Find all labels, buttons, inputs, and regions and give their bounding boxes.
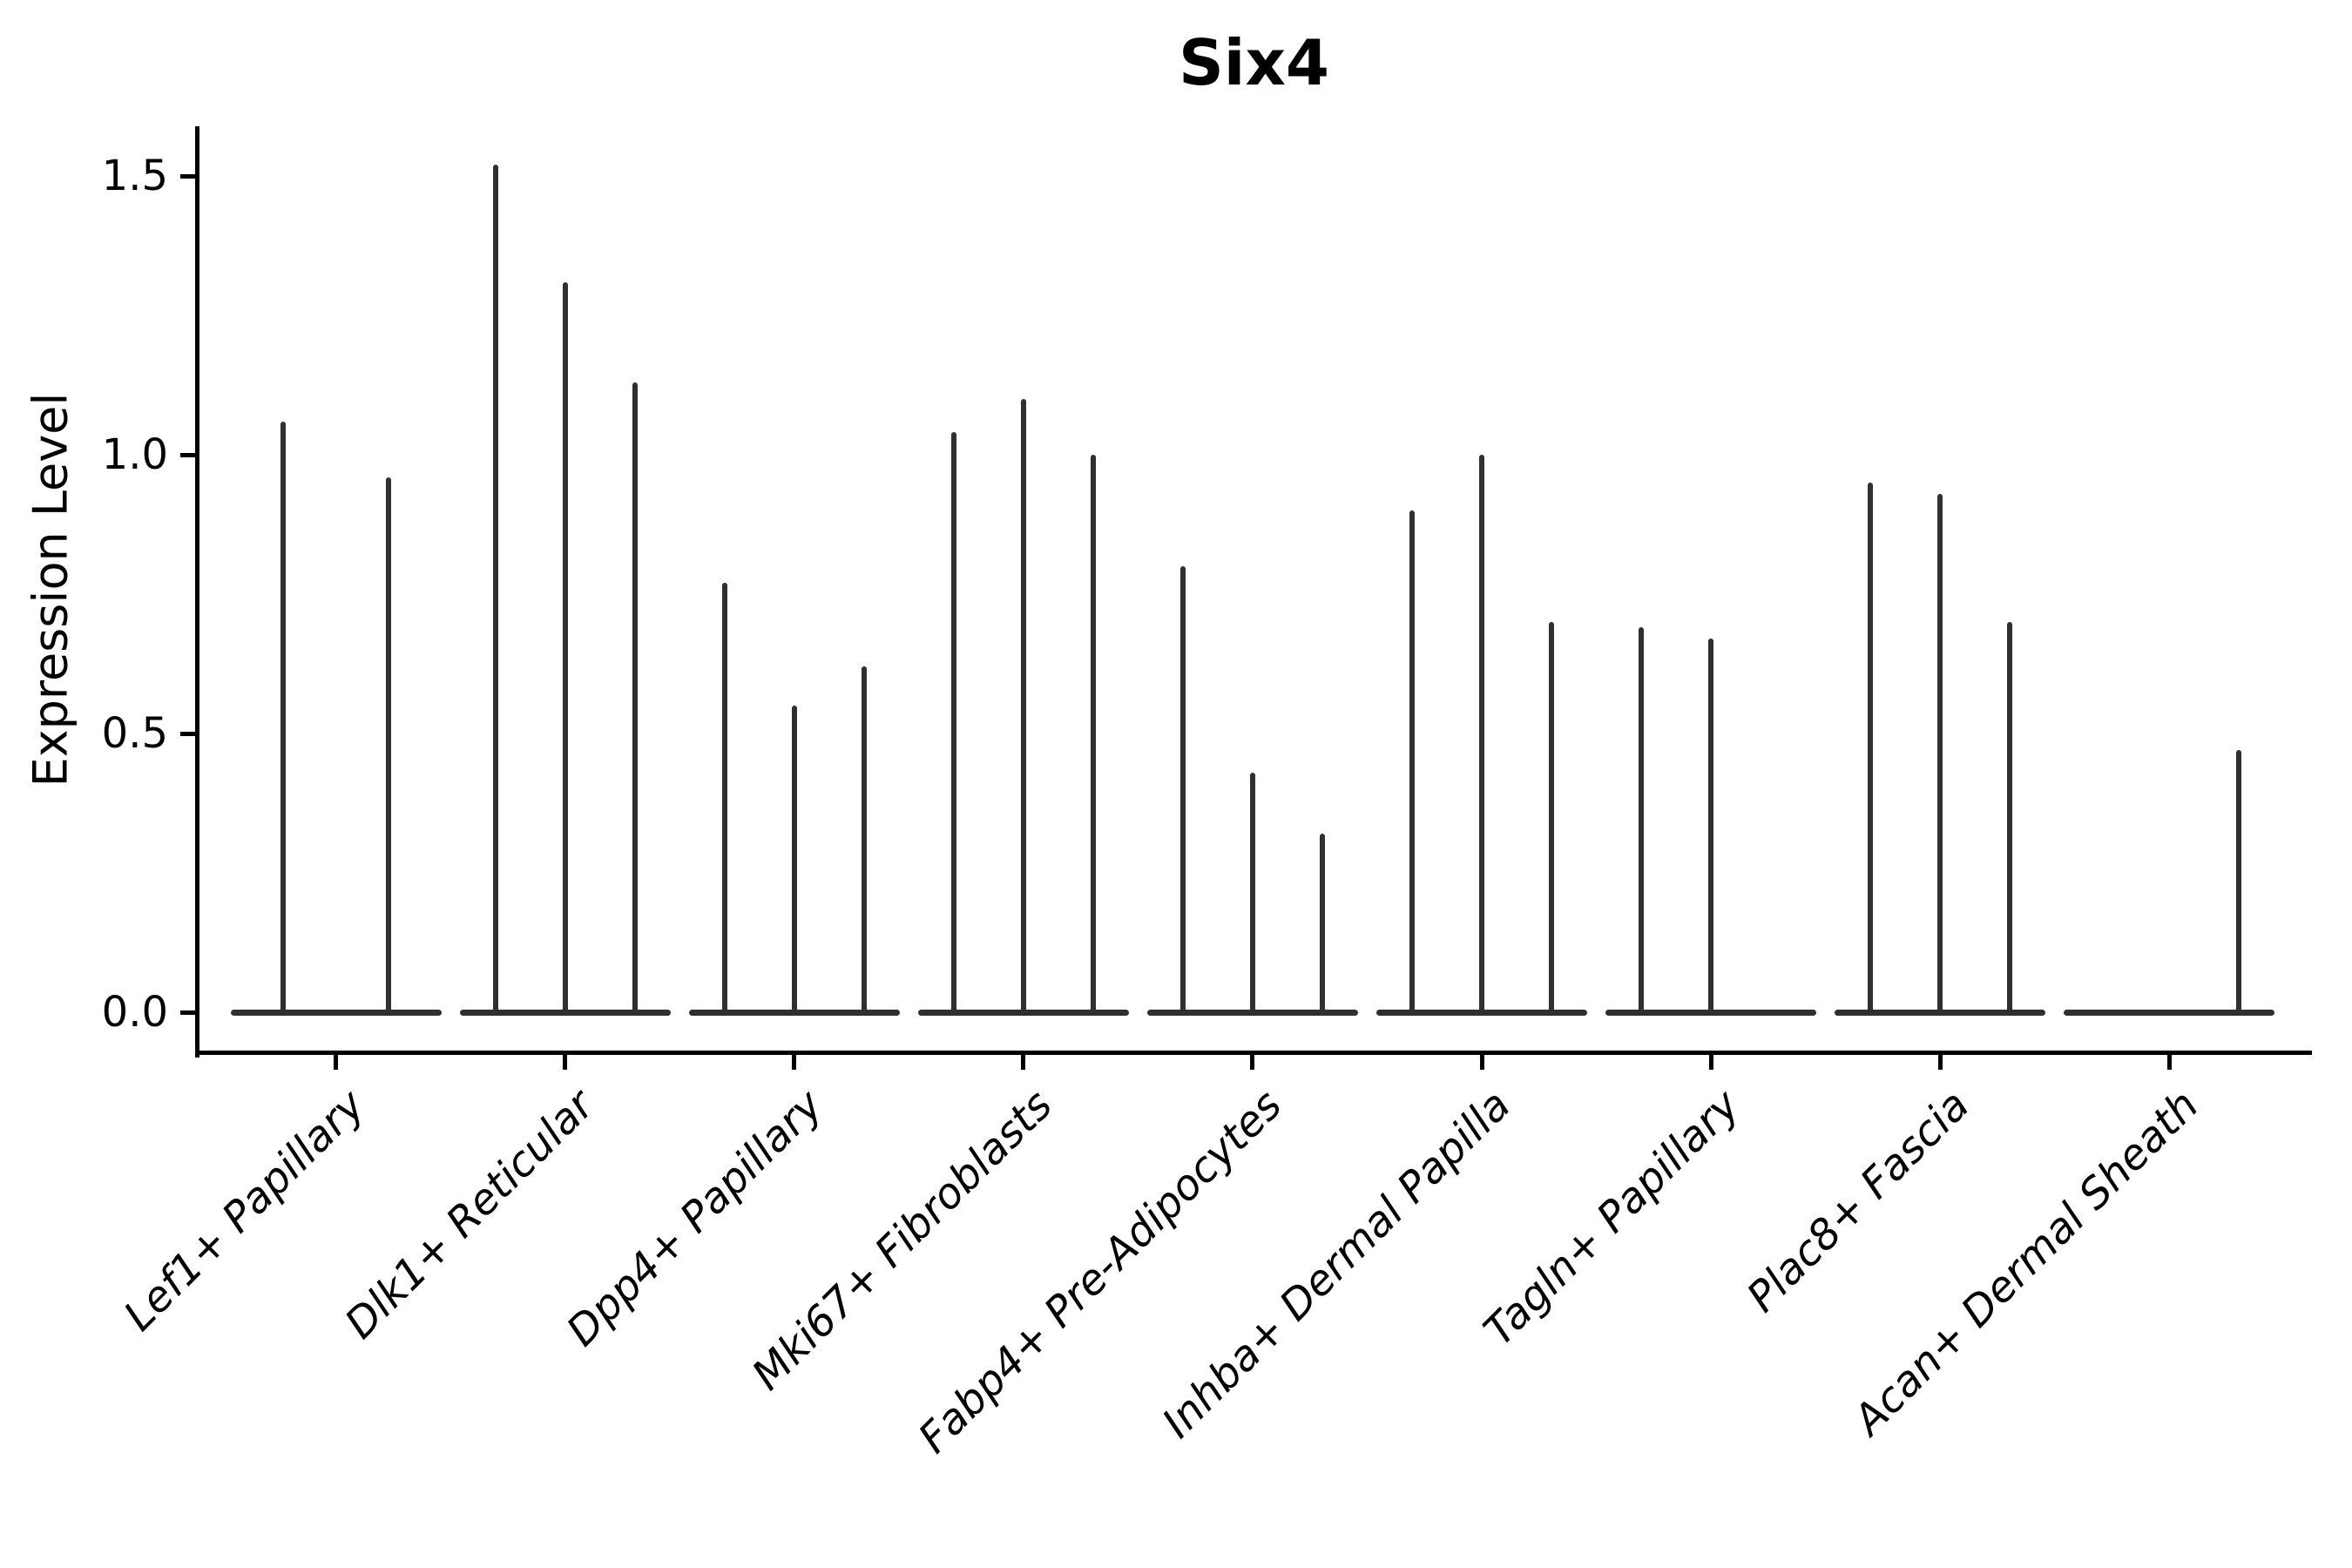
x-tick-mark (1708, 1053, 1713, 1070)
violin-spike (721, 583, 727, 1016)
violin-spike (2236, 750, 2242, 1016)
violin-spike (2007, 622, 2013, 1016)
violin-spike (861, 666, 867, 1016)
violin-spike (1639, 627, 1645, 1016)
x-tick-label: Dpp4+ Papillary (558, 1080, 833, 1356)
x-axis-spine (195, 1051, 2312, 1055)
y-tick-mark (180, 731, 195, 736)
plot-title: Six4 (1178, 26, 1330, 99)
y-tick-mark (180, 452, 195, 457)
y-axis-spine (195, 126, 199, 1058)
x-tick-mark (792, 1053, 797, 1070)
violin-spike (1937, 493, 1943, 1016)
violin-spike (1319, 834, 1325, 1016)
violin-spike (386, 476, 391, 1016)
violin-spike (950, 432, 956, 1016)
violin-zero-line (2064, 1009, 2275, 1016)
x-tick-mark (2166, 1053, 2172, 1070)
x-tick-mark (1021, 1053, 1026, 1070)
x-tick-mark (1250, 1053, 1255, 1070)
violin-spike (562, 281, 568, 1016)
violin-spike (1020, 399, 1026, 1016)
x-tick-label: Lef1+ Papillary (114, 1080, 375, 1341)
x-tick-mark (563, 1053, 568, 1070)
x-tick-label: Tagln+ Papillary (1475, 1080, 1750, 1355)
y-tick-label: 0.5 (101, 709, 168, 758)
violin-spike (791, 706, 797, 1016)
violin-spike (1868, 483, 1874, 1016)
violin-spike (1479, 455, 1484, 1016)
y-tick-mark (180, 173, 195, 179)
violin-spike (492, 165, 498, 1016)
y-tick-label: 0.0 (101, 988, 168, 1037)
violin-spike (632, 382, 638, 1016)
violin-zero-line (230, 1009, 442, 1016)
violin-spike (1179, 566, 1186, 1016)
violin-spike (1549, 622, 1554, 1016)
x-tick-mark (334, 1053, 338, 1070)
x-tick-mark (1937, 1053, 1943, 1070)
violin-spike (1708, 639, 1714, 1016)
x-tick-mark (1479, 1053, 1484, 1070)
y-tick-label: 1.0 (101, 430, 168, 479)
violin-spike (280, 421, 286, 1016)
violin-spike (1409, 510, 1415, 1016)
x-tick-label: Plac8+ Fascia (1737, 1080, 1979, 1322)
violin-spike (1249, 772, 1255, 1016)
x-tick-label: Fabp4+ Pre-Adipocytes (909, 1080, 1292, 1463)
x-tick-label: Dlk1+ Reticular (335, 1080, 604, 1348)
violin-spike (1090, 455, 1096, 1016)
y-tick-mark (180, 1010, 195, 1015)
y-tick-label: 1.5 (101, 152, 168, 200)
